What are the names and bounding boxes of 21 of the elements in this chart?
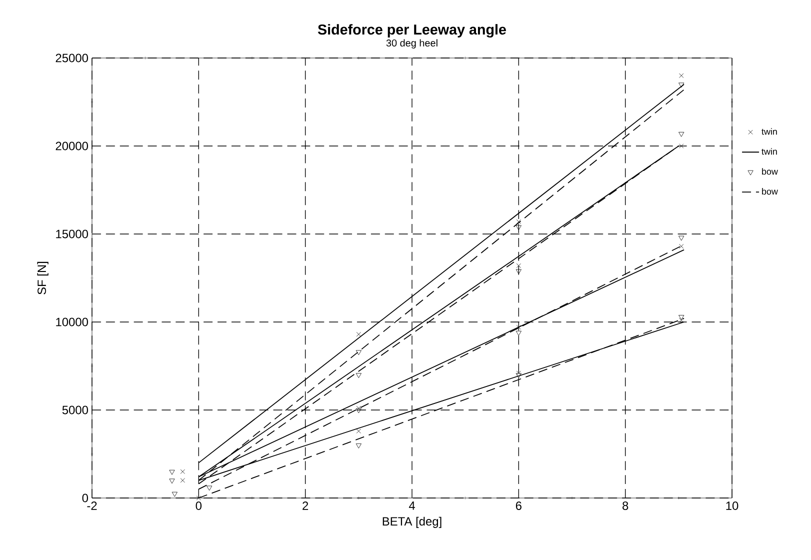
x-tick-label: 10 [726, 502, 738, 510]
y-tick-label: 15000 [56, 230, 88, 238]
y-tick-label: 5000 [62, 406, 88, 414]
x-tick-label: -2 [87, 502, 97, 510]
y-tick-label: 0 [82, 494, 88, 502]
x-tick-label: 6 [516, 502, 522, 510]
x-axis-title: BETA [deg] [382, 516, 442, 528]
legend-label: bow [762, 168, 778, 175]
legend-label: twin [762, 128, 777, 135]
x-tick-label: 8 [622, 502, 628, 510]
y-axis-title: SF [N] [37, 262, 48, 294]
y-tick-label: 10000 [56, 318, 88, 326]
y-tick-label: 20000 [56, 142, 88, 150]
y-tick-label: 25000 [56, 54, 88, 62]
x-tick-label: 4 [408, 502, 415, 510]
chart-subtitle: 30 deg heel [386, 39, 438, 48]
x-tick-label: 2 [302, 502, 308, 510]
x-tick-label: 0 [196, 502, 202, 510]
legend-label: twin [762, 148, 777, 155]
legend-label: bow [762, 188, 778, 195]
chart-title: Sideforce per Leeway angle [318, 24, 506, 38]
